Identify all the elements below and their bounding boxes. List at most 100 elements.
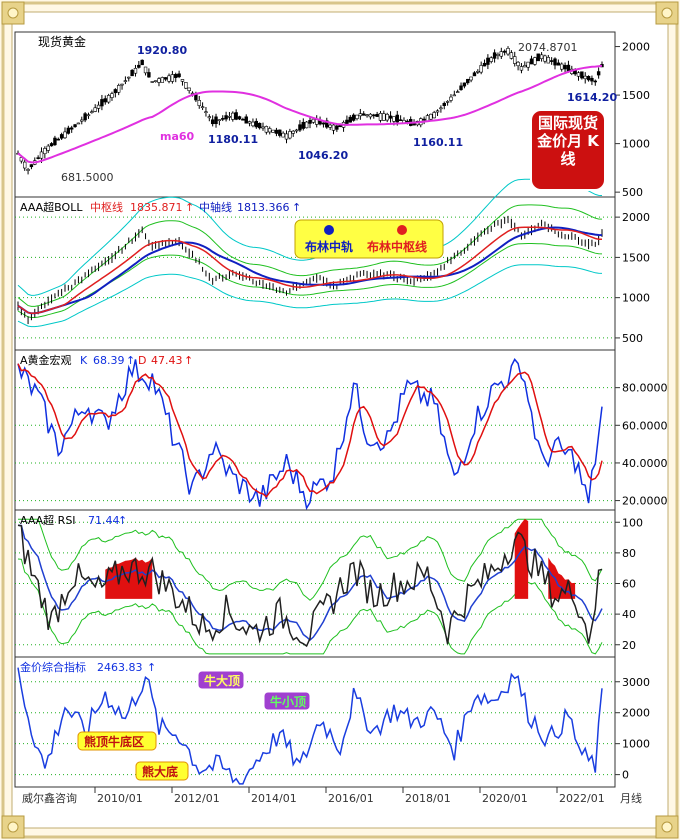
- boll-legend-label-1: 中轴线: [199, 200, 232, 214]
- candle-body: [392, 116, 396, 122]
- composite-tag-label-3: 熊大底: [142, 764, 178, 779]
- candle-body: [106, 95, 111, 103]
- candle-body: [120, 83, 124, 86]
- kd-d-line: [17, 363, 603, 498]
- candle-body: [234, 112, 238, 120]
- candle-body: [59, 134, 64, 139]
- boll-lower-outer: [17, 264, 603, 328]
- candle-body: [291, 130, 295, 134]
- candle-body: [284, 133, 289, 140]
- candle-body: [29, 164, 34, 168]
- kd-legend-arrow-k: ↑: [126, 354, 135, 367]
- y-tick-label: 3000: [622, 676, 650, 689]
- candle-body: [73, 124, 77, 128]
- candle-body: [482, 62, 487, 67]
- boll-lower-inner: [17, 243, 603, 318]
- candle-body: [76, 122, 81, 125]
- candle-body: [224, 115, 228, 120]
- candle-body: [207, 116, 212, 119]
- candle-body: [254, 120, 258, 128]
- price-annotation-1160: 1160.11: [413, 136, 463, 149]
- candle-body: [116, 85, 121, 93]
- boll-tag-label-0: 布林中轨: [305, 239, 353, 254]
- y-tick-label: 60: [622, 578, 636, 591]
- period-label: 月线: [620, 791, 642, 805]
- y-tick-label: 40: [622, 608, 636, 621]
- y-tick-label: 20: [622, 639, 636, 652]
- candle-body: [93, 107, 97, 112]
- y-tick-label: 1000: [622, 292, 650, 305]
- rsi-legend-arrow: ↑: [118, 514, 127, 527]
- rsi-title: AAA超 RSI: [20, 513, 76, 527]
- boll-mid-dot-icon: [324, 225, 334, 235]
- candle-body: [526, 61, 530, 68]
- composite-legend-arrow: ↑: [147, 661, 156, 674]
- candle-body: [301, 121, 305, 129]
- candle-body: [459, 85, 463, 91]
- composite-tag-label-1: 牛小顶: [270, 694, 306, 709]
- candle-body: [583, 75, 587, 80]
- candle-body: [174, 74, 178, 78]
- candle-body: [590, 77, 594, 82]
- candle-body: [382, 113, 386, 121]
- candle-body: [180, 79, 185, 82]
- y-tick-label: 0: [622, 769, 629, 782]
- y-tick-label: 60.0000: [622, 419, 668, 432]
- boll-title: AAA超BOLL: [20, 200, 83, 214]
- candle-body: [345, 119, 349, 124]
- kd-title: A黄金宏观: [20, 353, 72, 367]
- candle-body: [170, 74, 175, 82]
- candle-body: [19, 157, 24, 162]
- candle-body: [177, 73, 181, 78]
- candle-body: [80, 119, 84, 122]
- x-tick-label: 2022/01: [559, 792, 605, 805]
- candle-body: [96, 104, 101, 109]
- candle-body: [204, 111, 208, 113]
- candle-body: [264, 126, 269, 133]
- boll-pivot-dot-icon: [397, 225, 407, 235]
- candle-body: [556, 62, 561, 66]
- candle-body: [294, 129, 299, 132]
- candle-body: [167, 75, 171, 82]
- candle-body: [321, 122, 326, 125]
- x-tick-label: 2018/01: [405, 792, 451, 805]
- candle-body: [362, 113, 366, 116]
- candle-body: [137, 64, 141, 68]
- candle-body: [536, 53, 540, 62]
- candle-body: [100, 99, 104, 107]
- boll-legend-arrow-1: ↑: [292, 201, 301, 214]
- candle-body: [368, 113, 373, 118]
- candle-body: [311, 118, 316, 123]
- candle-body: [187, 87, 191, 91]
- candle-body: [348, 116, 352, 123]
- candle-body: [439, 107, 443, 110]
- candle-body: [519, 66, 524, 71]
- candle-body: [378, 113, 383, 121]
- candle-body: [580, 71, 584, 79]
- candle-body: [355, 114, 359, 119]
- candle-body: [449, 96, 453, 101]
- composite-tag-label-0: 牛大顶: [204, 673, 240, 688]
- y-tick-label: 80: [622, 547, 636, 560]
- y-tick-label: 20.0000: [622, 495, 668, 508]
- rsi-overbought-area: [514, 518, 529, 599]
- y-tick-label: 1000: [622, 738, 650, 751]
- price-annotation-1180: 1180.11: [208, 133, 258, 146]
- candle-body: [496, 54, 500, 56]
- candle-body: [244, 116, 248, 124]
- price-annotation-1614: 1614.20: [567, 91, 617, 104]
- candle-body: [113, 89, 118, 94]
- composite-tag-label-2: 熊顶牛底区: [84, 734, 144, 749]
- title-box: 国际现货金价月 K线: [530, 109, 606, 191]
- candle-body: [66, 127, 71, 134]
- candle-body: [529, 58, 534, 65]
- composite-tag-3: 熊大底: [135, 761, 189, 781]
- candle-body: [36, 157, 40, 159]
- candle-body: [506, 48, 510, 55]
- candle-body: [489, 57, 493, 62]
- composite-tag-2: 熊顶牛底区: [77, 731, 157, 751]
- candle-body: [553, 58, 557, 66]
- candle-body: [546, 57, 550, 64]
- candle-body: [472, 72, 477, 77]
